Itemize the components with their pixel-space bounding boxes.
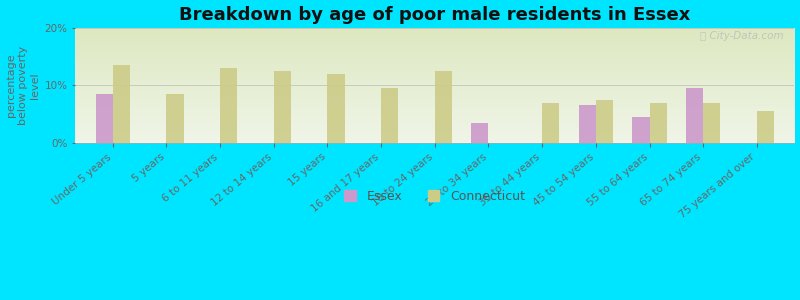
Bar <box>650 103 666 143</box>
Bar <box>578 105 596 143</box>
Bar <box>686 88 703 143</box>
Bar <box>95 94 113 143</box>
Bar <box>274 71 291 143</box>
Bar <box>113 65 130 143</box>
Bar <box>757 111 774 143</box>
Bar <box>471 123 489 143</box>
Bar <box>381 88 398 143</box>
Title: Breakdown by age of poor male residents in Essex: Breakdown by age of poor male residents … <box>179 6 690 24</box>
Bar <box>327 74 345 143</box>
Text: Ⓢ City-Data.com: Ⓢ City-Data.com <box>700 31 784 41</box>
Bar <box>220 68 238 143</box>
Legend: Essex, Connecticut: Essex, Connecticut <box>345 190 525 203</box>
Bar <box>435 71 452 143</box>
Bar <box>703 103 720 143</box>
Bar <box>542 103 559 143</box>
Bar <box>166 94 183 143</box>
Bar <box>596 100 613 143</box>
Bar <box>632 117 650 143</box>
Y-axis label: percentage
below poverty
level: percentage below poverty level <box>6 46 40 125</box>
